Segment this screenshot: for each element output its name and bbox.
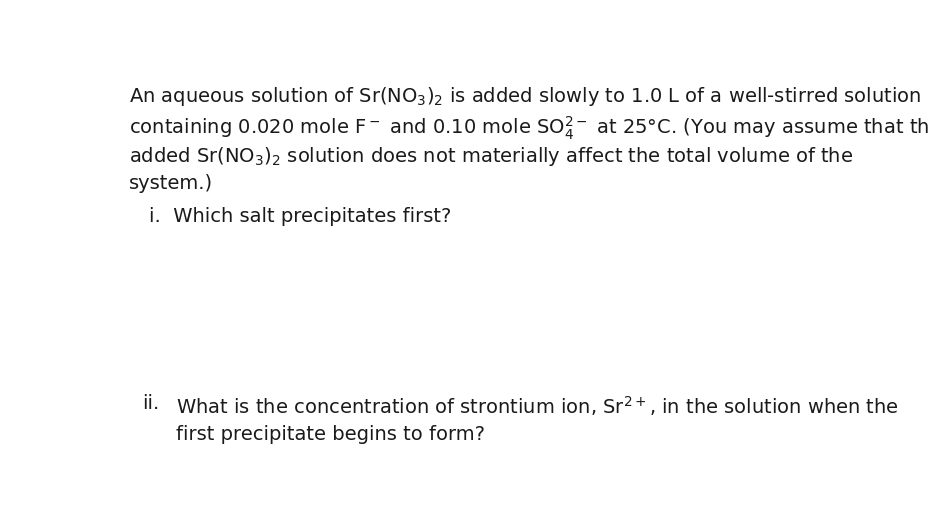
Text: What is the concentration of strontium ion, Sr$^{2+}$, in the solution when the: What is the concentration of strontium i… xyxy=(176,394,898,418)
Text: system.): system.) xyxy=(129,174,213,193)
Text: An aqueous solution of Sr(NO$_3$)$_2$ is added slowly to 1.0 L of a well-stirred: An aqueous solution of Sr(NO$_3$)$_2$ is… xyxy=(129,85,922,108)
Text: first precipitate begins to form?: first precipitate begins to form? xyxy=(176,425,484,444)
Text: ii.: ii. xyxy=(142,394,159,413)
Text: containing 0.020 mole F$^-$ and 0.10 mole SO$_4^{2-}$ at 25°C. (You may assume t: containing 0.020 mole F$^-$ and 0.10 mol… xyxy=(129,115,931,143)
Text: i.  Which salt precipitates first?: i. Which salt precipitates first? xyxy=(149,207,452,227)
Text: added Sr(NO$_3$)$_2$ solution does not materially affect the total volume of the: added Sr(NO$_3$)$_2$ solution does not m… xyxy=(129,145,854,168)
